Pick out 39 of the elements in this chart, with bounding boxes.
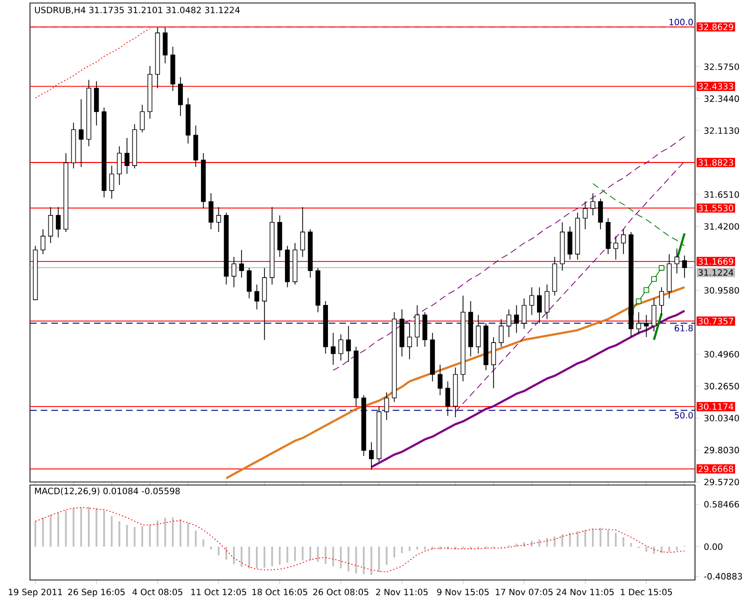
y-tick-label: 31.6510 bbox=[704, 191, 739, 198]
chart-title: USDRUB,H4 31.1735 31.2101 31.0482 31.1224 bbox=[35, 6, 240, 14]
annotation: 50.0 bbox=[674, 412, 693, 419]
y-tick-label: 32.5750 bbox=[704, 63, 739, 70]
y-tick-label: 29.5720 bbox=[704, 478, 739, 486]
ref-line-label: 30.1174 bbox=[698, 403, 734, 410]
x-tick-label: 17 Nov 07:05 bbox=[496, 588, 553, 596]
ref-line-label: 29.6668 bbox=[698, 466, 734, 472]
x-tick-label: 26 Sep 16:05 bbox=[68, 588, 125, 597]
x-tick-label: 1 Dec 15:05 bbox=[620, 588, 672, 596]
x-tick-label: 18 Oct 16:05 bbox=[252, 588, 308, 596]
y-tick-label: 30.0340 bbox=[704, 414, 739, 422]
x-tick-label: 9 Nov 15:05 bbox=[437, 588, 489, 596]
y-tick-label: 29.8030 bbox=[704, 446, 739, 454]
ref-line-label: 31.5530 bbox=[698, 204, 734, 212]
y-tick-label: 0.00 bbox=[704, 543, 722, 550]
x-tick-label: 26 Oct 08:05 bbox=[313, 588, 368, 596]
ref-line-label: 30.7357 bbox=[698, 318, 734, 324]
x-tick-label: 11 Oct 12:05 bbox=[191, 588, 246, 596]
y-tick-label: -0.40883 bbox=[704, 573, 742, 580]
y-tick-label: 32.1130 bbox=[704, 127, 739, 134]
y-tick-label: 0.58466 bbox=[704, 500, 739, 508]
y-tick-label: 31.4200 bbox=[704, 223, 739, 230]
chart-title: MACD(12,26,9) 0.01084 -0.05598 bbox=[35, 488, 180, 496]
annotation: 61.8 bbox=[674, 324, 693, 332]
ref-line-label: 31.8823 bbox=[698, 159, 734, 166]
y-tick-label: 30.4960 bbox=[704, 350, 739, 358]
ref-line-label: 31.1669 bbox=[698, 258, 734, 265]
x-tick-label: 19 Sep 2011 bbox=[8, 588, 62, 597]
y-tick-label: 30.2650 bbox=[704, 382, 739, 390]
annotation: 100.0 bbox=[670, 18, 693, 26]
ref-line-label: 31.1224 bbox=[698, 269, 734, 276]
x-tick-label: 4 Oct 08:05 bbox=[132, 588, 182, 596]
y-tick-label: 32.3440 bbox=[704, 95, 739, 102]
y-tick-label: 30.9580 bbox=[704, 287, 739, 294]
ref-line-label: 32.8629 bbox=[698, 24, 734, 30]
x-tick-label: 24 Nov 11:05 bbox=[556, 588, 614, 596]
ref-line-label: 32.4333 bbox=[698, 83, 734, 90]
x-tick-label: 2 Nov 11:05 bbox=[376, 588, 428, 596]
